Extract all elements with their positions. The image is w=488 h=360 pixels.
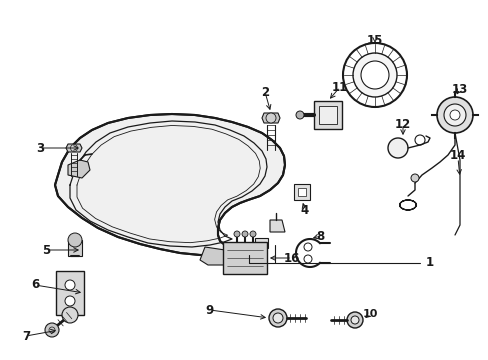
Polygon shape xyxy=(68,240,82,256)
Text: 15: 15 xyxy=(366,33,383,46)
Circle shape xyxy=(268,309,286,327)
Text: 10: 10 xyxy=(362,309,377,319)
Circle shape xyxy=(234,231,240,237)
Circle shape xyxy=(350,316,358,324)
Circle shape xyxy=(304,255,311,263)
Circle shape xyxy=(387,138,407,158)
Circle shape xyxy=(443,104,465,126)
Polygon shape xyxy=(200,247,235,265)
Circle shape xyxy=(410,174,418,182)
Circle shape xyxy=(242,231,247,237)
Circle shape xyxy=(265,113,275,123)
Polygon shape xyxy=(297,188,305,196)
Circle shape xyxy=(295,111,304,119)
Polygon shape xyxy=(55,114,285,255)
Text: 1: 1 xyxy=(425,256,433,270)
Circle shape xyxy=(45,323,59,337)
Polygon shape xyxy=(223,242,266,274)
Polygon shape xyxy=(254,238,267,248)
Circle shape xyxy=(449,110,459,120)
Text: 4: 4 xyxy=(300,203,308,216)
Circle shape xyxy=(352,53,396,97)
Text: 7: 7 xyxy=(22,329,30,342)
Circle shape xyxy=(68,233,82,247)
Circle shape xyxy=(249,231,256,237)
Circle shape xyxy=(360,61,388,89)
Text: 9: 9 xyxy=(205,303,214,316)
Text: 6: 6 xyxy=(31,279,39,292)
Text: 12: 12 xyxy=(394,117,410,131)
Polygon shape xyxy=(56,271,84,315)
Polygon shape xyxy=(68,160,90,178)
Text: 3: 3 xyxy=(36,141,44,154)
Polygon shape xyxy=(66,144,82,152)
Text: 5: 5 xyxy=(42,243,50,257)
Polygon shape xyxy=(262,113,280,123)
Text: 11: 11 xyxy=(331,81,347,94)
Polygon shape xyxy=(293,184,309,200)
Text: 2: 2 xyxy=(261,86,268,99)
Text: 8: 8 xyxy=(315,230,324,243)
Circle shape xyxy=(65,296,75,306)
Circle shape xyxy=(62,307,78,323)
Polygon shape xyxy=(318,106,336,124)
Circle shape xyxy=(436,97,472,133)
Circle shape xyxy=(346,312,362,328)
Polygon shape xyxy=(313,101,341,129)
Text: 16: 16 xyxy=(283,252,300,265)
Circle shape xyxy=(65,280,75,290)
Circle shape xyxy=(70,144,77,152)
Text: 14: 14 xyxy=(449,149,465,162)
Text: 13: 13 xyxy=(451,82,467,95)
Circle shape xyxy=(272,313,283,323)
Circle shape xyxy=(304,243,311,251)
Polygon shape xyxy=(269,220,285,232)
